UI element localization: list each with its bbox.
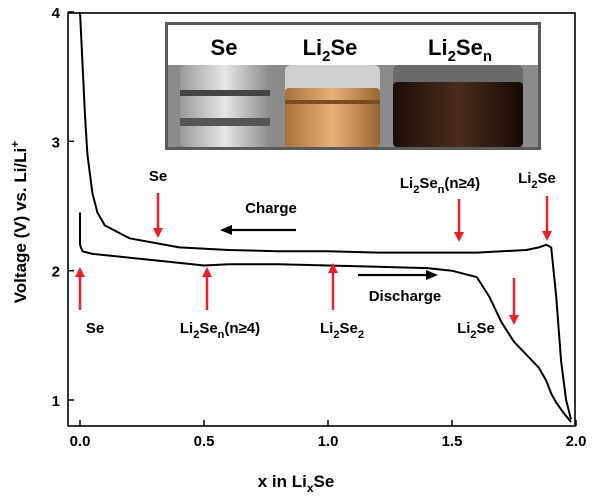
x-tick-label: 1.5	[442, 433, 463, 450]
vial-li2sen	[393, 65, 523, 147]
inset-label-se: Se	[211, 35, 238, 60]
vial-se	[180, 65, 270, 147]
annotation-charge: Charge	[245, 200, 297, 217]
x-axis-title: x in LixSe	[258, 472, 335, 495]
annotation-discharge-li2se2: Li2Se2	[320, 320, 364, 341]
annotation-discharge-li2se: Li2Se	[457, 320, 495, 341]
vial-photo-inset: Se Li2Se Li2Sen	[165, 22, 541, 150]
inset-label-li2sen: Li2Sen	[428, 35, 492, 65]
y-tick-label: 2	[52, 264, 60, 281]
vial-li2se	[285, 65, 380, 147]
x-tick-label: 2.0	[566, 433, 587, 450]
y-axis-ticks: 1 2 3 4	[52, 5, 74, 410]
x-tick-label: 0.5	[194, 433, 215, 450]
annotation-discharge: Discharge	[369, 288, 442, 305]
discharge-curve	[79, 212, 572, 423]
x-tick-label: 1.0	[318, 433, 339, 450]
y-tick-label: 3	[52, 134, 60, 151]
annotation-charge-li2se: Li2Se	[518, 170, 556, 191]
annotation-discharge-se: Se	[86, 320, 104, 337]
annotation-discharge-li2sen: Li2Sen(n≥4)	[180, 320, 260, 341]
charge-curve	[79, 11, 572, 420]
y-tick-label: 1	[52, 393, 60, 410]
inset-label-li2se: Li2Se	[303, 35, 358, 65]
annotation-charge-li2sen: Li2Sen(n≥4)	[400, 175, 480, 196]
annotation-charge-se: Se	[149, 168, 167, 185]
plot-frame	[67, 12, 576, 427]
y-axis-title: Voltage (V) vs. Li/Li+	[8, 141, 30, 304]
x-axis-ticks: 0.0 0.5 1.0 1.5 2.0	[70, 420, 587, 450]
x-tick-label: 0.0	[70, 433, 91, 450]
y-tick-label: 4	[52, 5, 61, 22]
